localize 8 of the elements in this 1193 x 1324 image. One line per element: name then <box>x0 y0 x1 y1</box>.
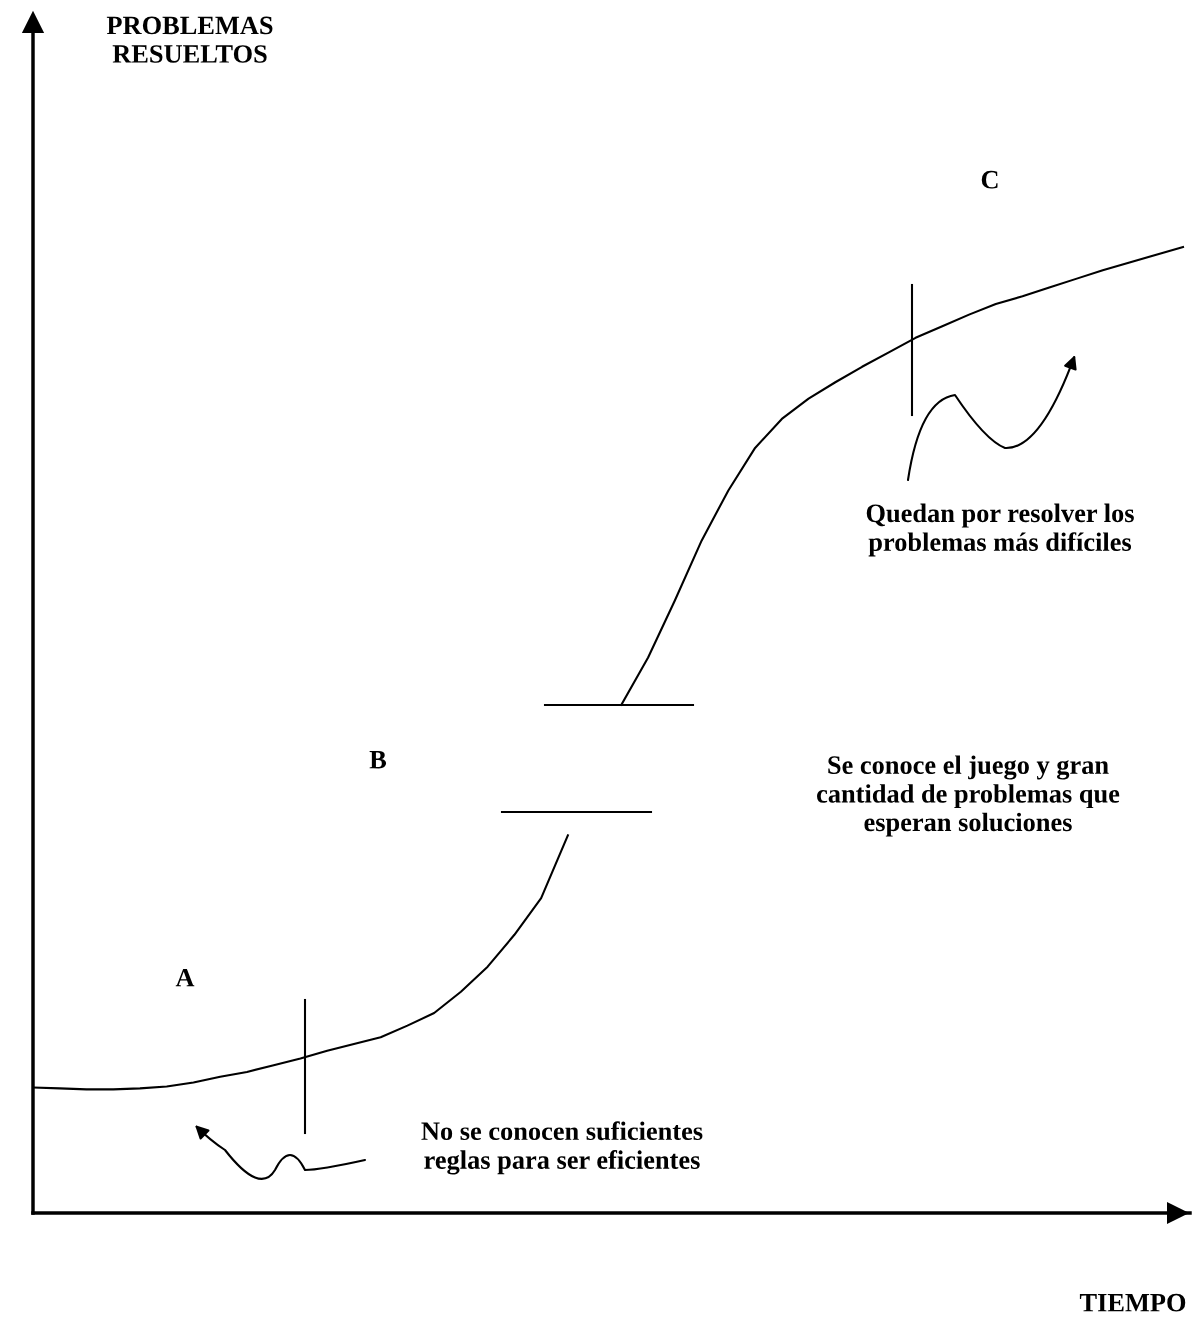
text: C <box>981 170 998 189</box>
annotation: Se conoce el juego y gran cantidad de problemas que esperan soluciones <box>817 755 1120 837</box>
annotation: No se conocen suficientes reglas para ser eficientes <box>421 1121 703 1175</box>
annotation: B <box>369 751 387 769</box>
text: PROBLEMAS RESUELTOS <box>106 16 273 63</box>
annotation: A <box>175 968 195 987</box>
annotation: Quedan por resolver los problemas más difíciles <box>866 503 1134 557</box>
x-axis-title: TIEMPO <box>1079 1293 1186 1312</box>
